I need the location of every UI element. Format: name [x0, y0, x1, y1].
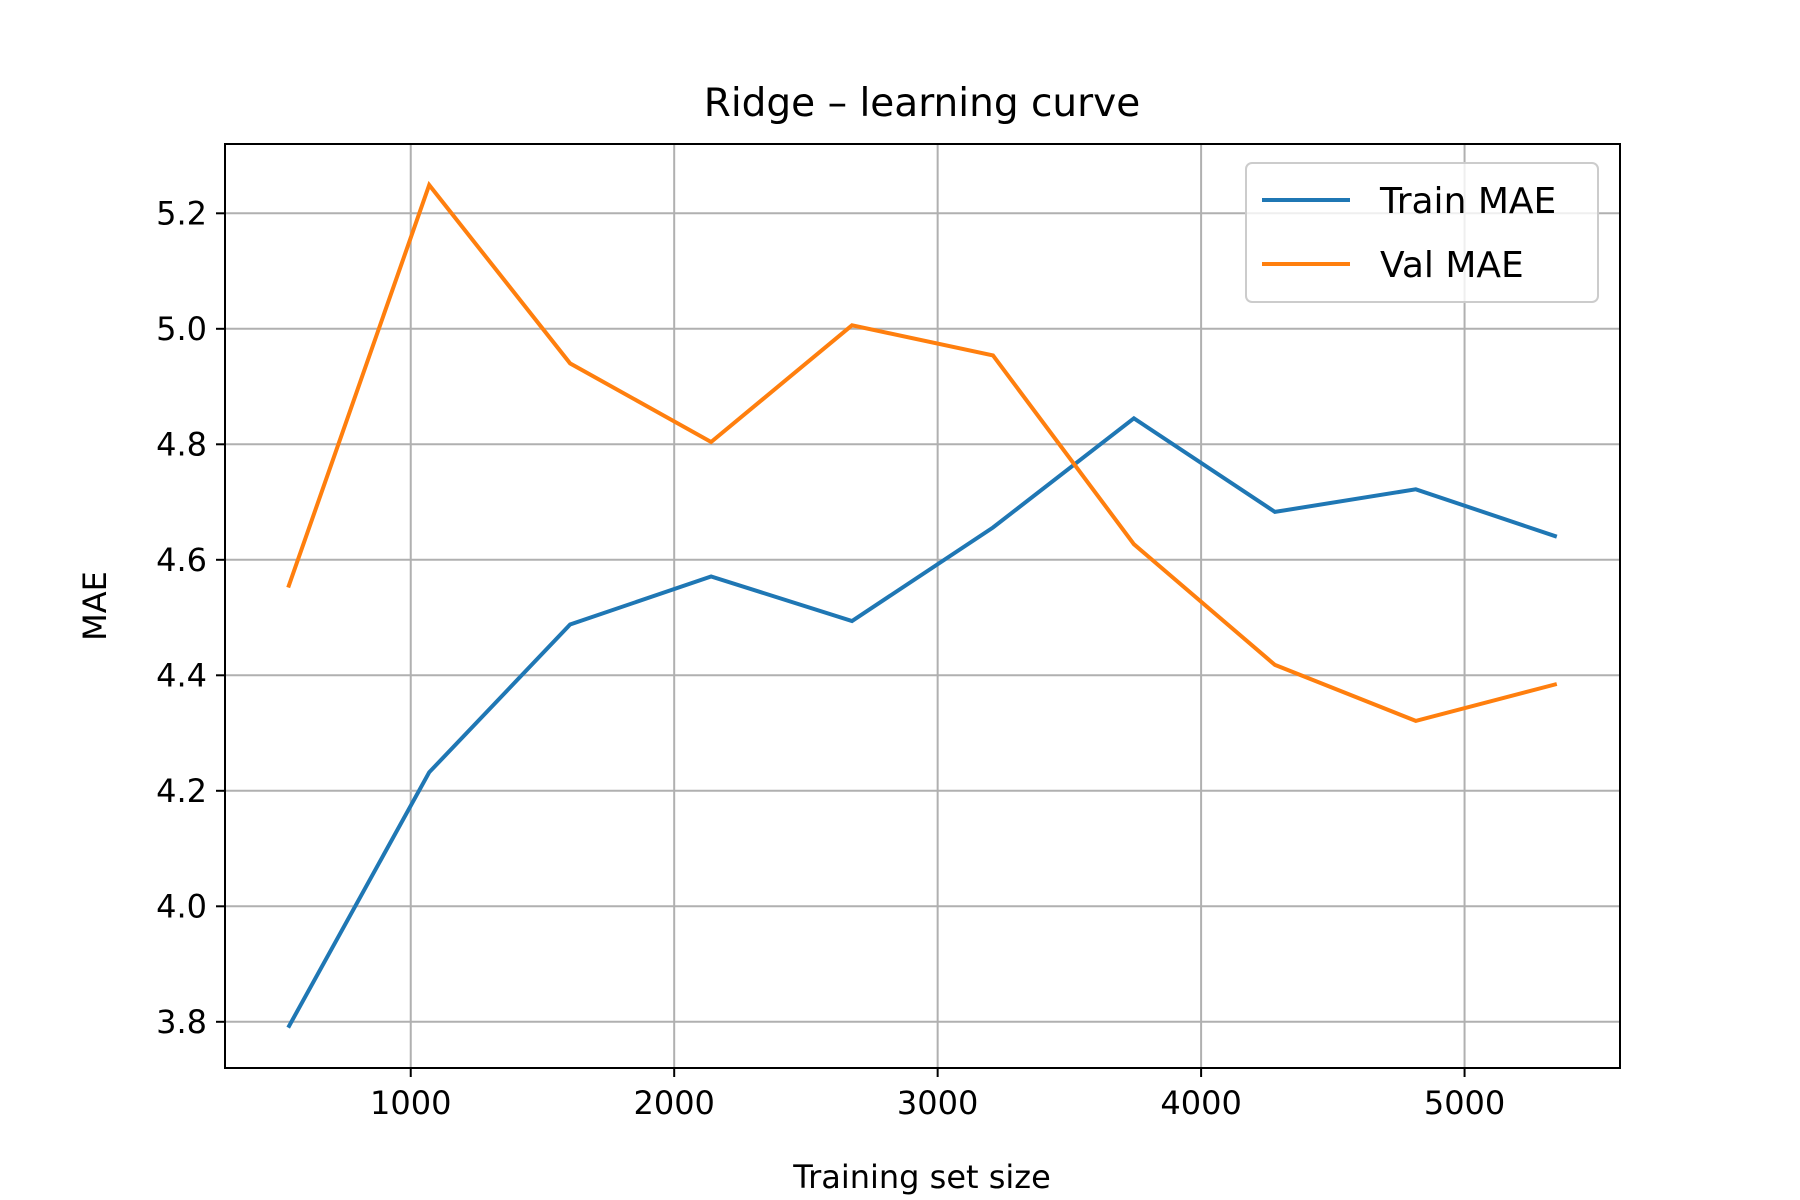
x-tick-label: 4000: [1160, 1084, 1241, 1122]
y-tick-label: 5.0: [156, 310, 207, 348]
val-mae-line: [286, 180, 1558, 724]
legend-box: [1245, 162, 1599, 303]
y-tick-label: 4.4: [156, 656, 207, 694]
x-axis-label: Training set size: [792, 1158, 1051, 1196]
y-tick-label: 4.8: [156, 425, 207, 463]
legend-label-train: Train MAE: [1379, 181, 1556, 222]
y-tick-label: 5.2: [156, 194, 207, 232]
chart-title: Ridge – learning curve: [704, 81, 1141, 126]
legend-label-val: Val MAE: [1380, 245, 1524, 286]
x-tick-label: 1000: [370, 1084, 451, 1122]
plot-frame: [224, 143, 1621, 1069]
y-tick-label: 3.8: [156, 1003, 207, 1041]
grid: [225, 144, 1620, 1068]
y-tick-label: 4.6: [156, 541, 207, 579]
y-tick-label: 4.2: [156, 772, 207, 810]
x-tick-label: 3000: [897, 1084, 978, 1122]
legend: Train MAE Val MAE: [1245, 162, 1599, 303]
y-tick-label: 4.0: [156, 887, 207, 925]
y-axis-label: MAE: [76, 571, 114, 641]
x-tick-label: 5000: [1424, 1084, 1505, 1122]
train-mae-line: [286, 415, 1558, 1029]
series-lines: [286, 180, 1558, 1029]
x-tick-label: 2000: [633, 1084, 714, 1122]
axis-ticks: 1000 2000 3000 4000 5000 3.8 4.0 4.2 4.4 4.6 4.8 5.…: [156, 194, 1505, 1122]
